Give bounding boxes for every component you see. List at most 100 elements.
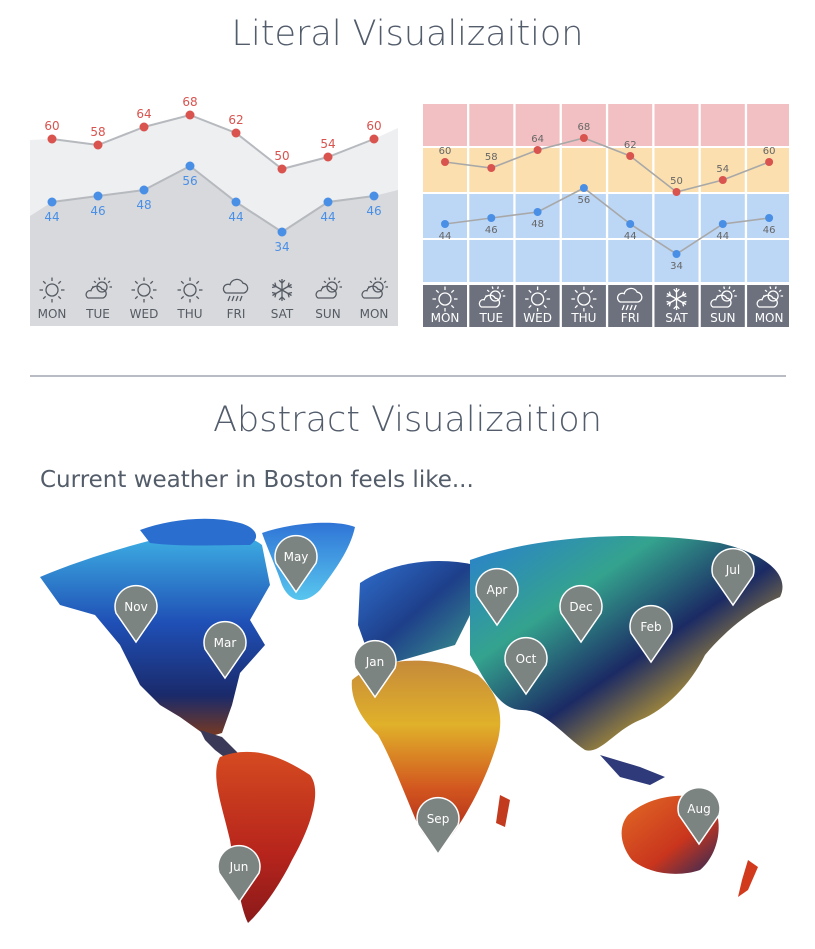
high-point	[533, 146, 542, 154]
low-point	[277, 227, 287, 237]
day-label: MON	[755, 311, 784, 325]
month-pin-sep[interactable]: Sep	[416, 796, 460, 856]
high-point	[626, 152, 635, 160]
high-value-label: 58	[485, 152, 498, 163]
low-value-label: 34	[670, 261, 683, 272]
band-tile	[700, 194, 745, 238]
day-label: MON	[360, 307, 389, 321]
high-value-label: 60	[366, 119, 381, 133]
map-pin-icon	[711, 547, 755, 607]
abstract-subtitle: Current weather in Boston feels like...	[40, 467, 474, 493]
month-pin-feb[interactable]: Feb	[629, 604, 673, 664]
high-value-label: 60	[44, 119, 59, 133]
low-point	[47, 197, 57, 207]
low-value-label: 44	[624, 231, 637, 242]
high-value-label: 54	[716, 164, 729, 175]
low-point	[93, 191, 103, 201]
month-pin-jul[interactable]: Jul	[711, 547, 755, 607]
low-value-label: 44	[320, 210, 335, 224]
band-tile	[654, 104, 699, 146]
month-pin-aug[interactable]: Aug	[677, 786, 721, 846]
month-pin-label: Nov	[124, 600, 147, 614]
band-tile	[423, 240, 467, 282]
day-tile	[469, 285, 514, 327]
band-tile	[654, 240, 699, 282]
europe-landmass	[358, 560, 475, 663]
band-tile	[700, 240, 745, 282]
band-tile	[608, 104, 653, 146]
low-point	[672, 250, 681, 258]
literal-line-chart: 60 44 MON 58 46 TUE 64 48 WED 68 56 THU 62 44 FRI 50 34 S…	[30, 95, 398, 326]
month-pin-oct[interactable]: Oct	[504, 636, 548, 696]
low-value-label: 46	[763, 225, 776, 236]
low-value-label: 46	[90, 204, 105, 218]
band-tile	[561, 194, 606, 238]
day-tile	[423, 285, 467, 327]
band-tile	[654, 194, 699, 238]
partly-cloudy-icon	[85, 277, 112, 299]
literal-visualization-title: Literal Visualizaition	[231, 14, 584, 54]
rain-cloud-icon	[222, 278, 249, 302]
high-point	[487, 164, 496, 172]
low-point	[441, 220, 449, 228]
low-point	[487, 214, 496, 222]
partly-cloudy-icon	[361, 277, 388, 299]
section-divider	[30, 375, 786, 377]
month-pin-apr[interactable]: Apr	[475, 567, 519, 627]
month-pin-label: Feb	[640, 620, 661, 634]
month-pin-label: Sep	[427, 812, 450, 826]
high-point	[93, 140, 103, 150]
month-pin-label: Jan	[365, 655, 385, 669]
month-pin-may[interactable]: May	[274, 534, 318, 594]
day-label: FRI	[227, 307, 246, 321]
low-point	[533, 208, 542, 216]
low-value-label: 48	[136, 198, 151, 212]
low-point	[369, 191, 379, 201]
month-pin-mar[interactable]: Mar	[203, 620, 247, 680]
low-value-label: 44	[44, 210, 59, 224]
south-america-landmass	[216, 751, 316, 923]
band-tile	[747, 148, 789, 192]
month-pin-label: Jun	[229, 860, 249, 874]
partly-cloudy-icon	[315, 277, 342, 299]
day-tile	[747, 285, 789, 327]
high-series-line	[51, 113, 375, 171]
partly-cloudy-icon	[756, 286, 784, 308]
low-point	[231, 197, 241, 207]
high-point	[323, 152, 333, 162]
low-point	[579, 184, 588, 192]
high-value-label: 50	[670, 176, 683, 187]
partly-cloudy-icon	[478, 286, 506, 308]
month-pin-jun[interactable]: Jun	[217, 844, 261, 904]
high-value-label: 58	[90, 125, 105, 139]
sun-icon	[177, 277, 203, 303]
partly-cloudy-icon	[710, 286, 737, 308]
low-value-label: 56	[182, 174, 197, 188]
sun-icon	[571, 286, 597, 312]
map-pin-icon	[416, 796, 460, 856]
band-tile	[515, 104, 560, 146]
snowflake-icon	[666, 288, 687, 310]
month-pin-jan[interactable]: Jan	[353, 639, 397, 699]
day-tile	[700, 285, 745, 327]
day-label: MON	[431, 311, 460, 325]
high-value-label: 54	[320, 137, 335, 151]
month-pin-dec[interactable]: Dec	[559, 584, 603, 644]
month-pin-nov[interactable]: Nov	[114, 584, 158, 644]
abstract-visualization-title: Abstract Visualizaition	[213, 400, 602, 440]
month-pin-label: May	[284, 550, 309, 564]
month-pin-label: Mar	[214, 636, 237, 650]
day-label: WED	[130, 307, 159, 321]
low-value-label: 56	[578, 195, 591, 206]
band-tile	[423, 194, 467, 238]
high-value-label: 64	[531, 134, 544, 145]
asia-landmass	[470, 536, 783, 751]
low-value-label: 44	[716, 231, 729, 242]
high-point	[672, 188, 681, 196]
day-label: MON	[38, 307, 67, 321]
day-label: WED	[523, 311, 552, 325]
day-tile	[561, 285, 606, 327]
high-value-label: 62	[624, 140, 637, 151]
map-pin-icon	[475, 567, 519, 627]
day-label: SUN	[710, 311, 735, 325]
